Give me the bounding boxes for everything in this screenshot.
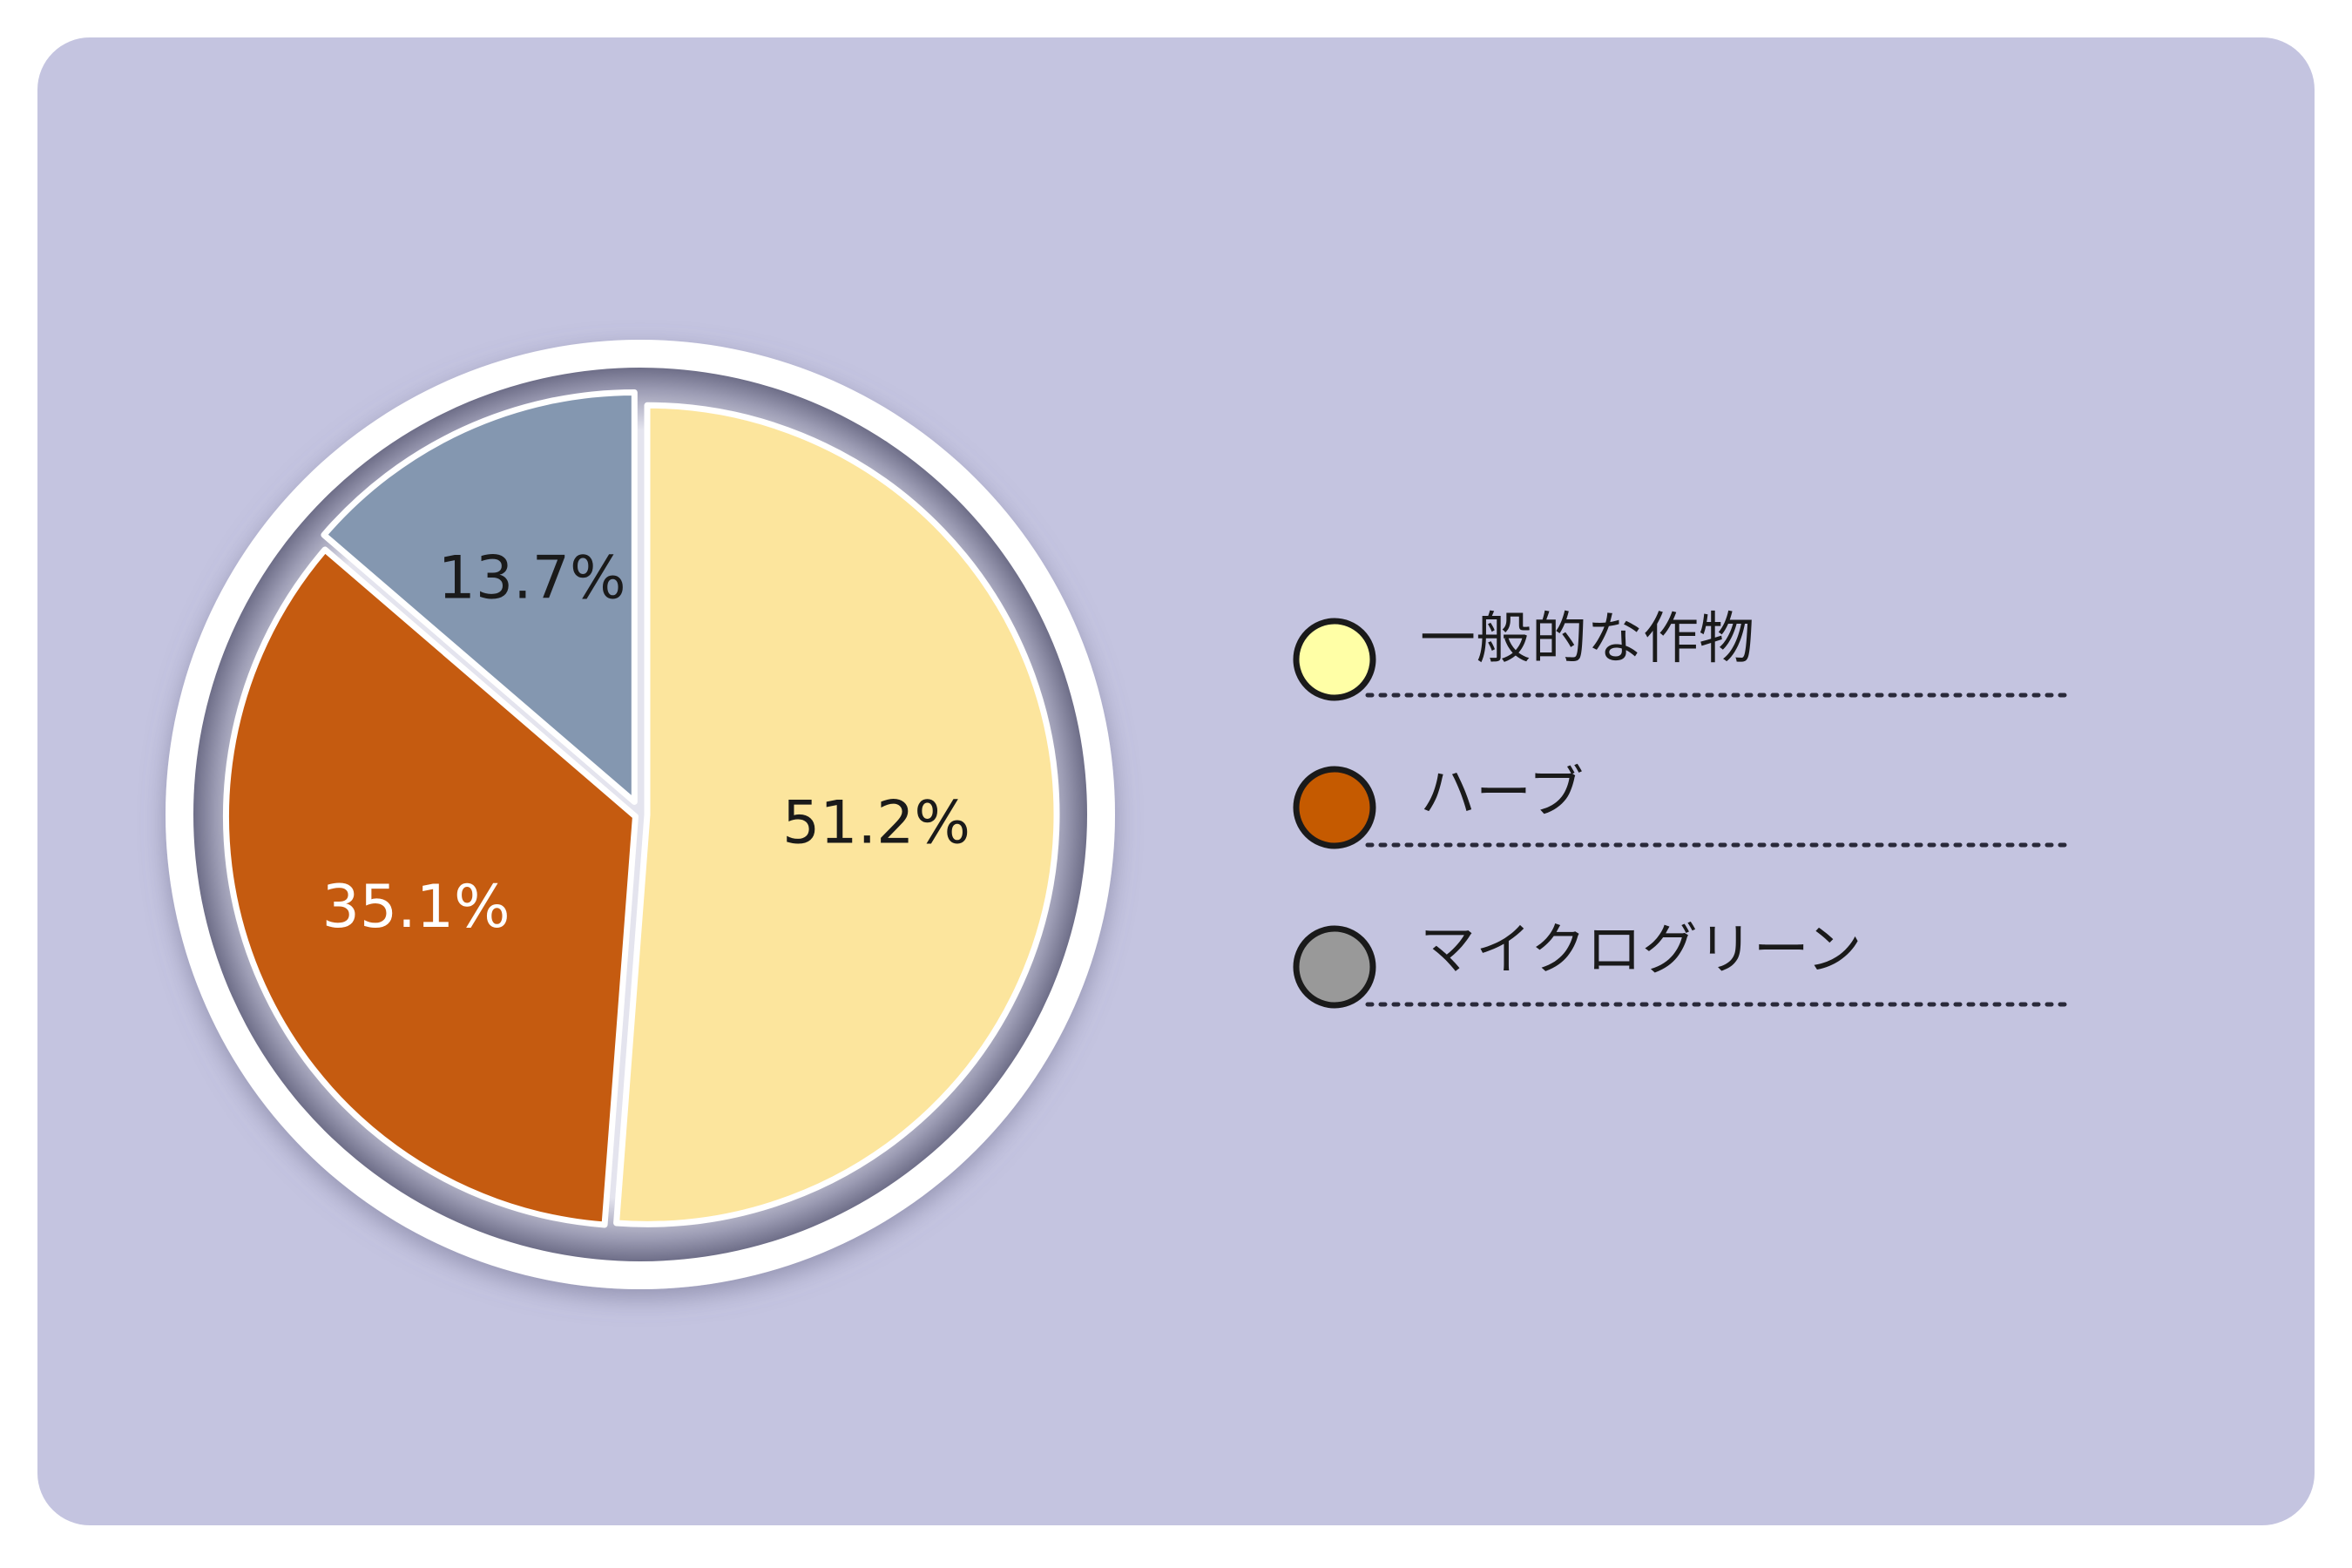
legend-item-2: ハーブ (1293, 761, 2067, 849)
legend-label-microgreens: マイクログリーン (1420, 918, 1862, 983)
pie-slice-microgreens (321, 389, 638, 805)
legend-label-herbs: ハーブ (1420, 761, 1584, 826)
pie-slices (222, 389, 1060, 1228)
legend-label-general-crops: 一般的な作物 (1420, 607, 1754, 672)
pie-label-general-crops: 51.2% (782, 789, 970, 858)
pie-label-microgreens: 13.7% (438, 544, 626, 613)
legend-item-3: マイクログリーン (1293, 918, 2069, 1009)
legend-marker-microgreens (1293, 925, 1376, 1009)
pie-slice-herbs (222, 546, 639, 1228)
legend-marker-general-crops (1293, 618, 1376, 701)
legend: 一般的な作物 ハーブ マイクログリーン (1293, 607, 2069, 1009)
pie-slice-general-crops (613, 402, 1060, 1227)
legend-marker-herbs (1293, 766, 1376, 849)
pie-labels: 51.2% 35.1% 13.7% (322, 544, 970, 942)
pie-label-herbs: 35.1% (322, 873, 510, 942)
legend-item-1: 一般的な作物 (1293, 607, 2069, 701)
